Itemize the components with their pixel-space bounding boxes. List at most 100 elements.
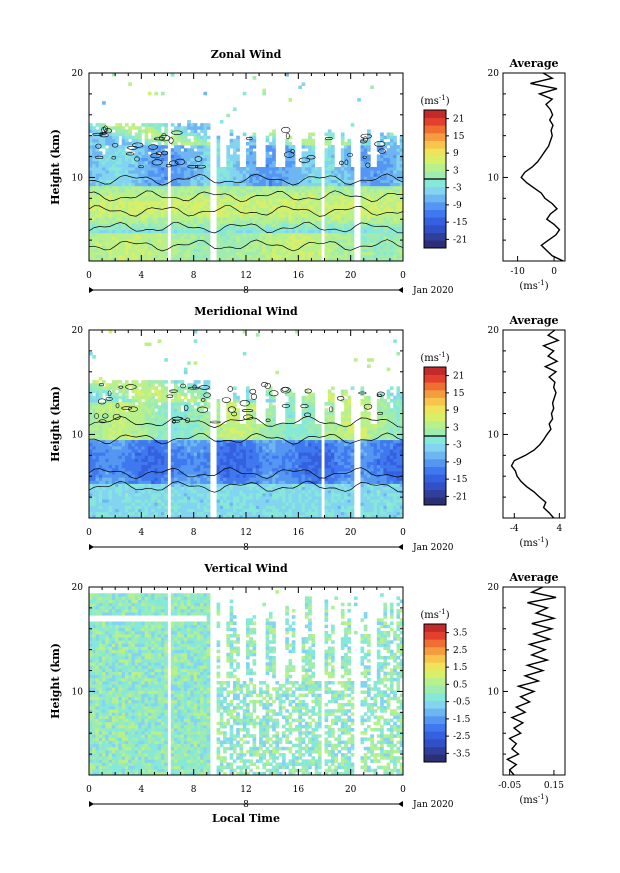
- heatmap-cell: [301, 176, 306, 180]
- x-tick-label: 16: [293, 271, 305, 281]
- heatmap-cell: [246, 179, 250, 184]
- heatmap-cell: [252, 182, 257, 187]
- heatmap-cell: [89, 167, 93, 171]
- heatmap-cell: [190, 198, 195, 202]
- heatmap-cell: [393, 188, 397, 193]
- heatmap-cell: [344, 248, 348, 252]
- heatmap-cell: [89, 439, 93, 444]
- heatmap-cell: [298, 245, 303, 249]
- contour-cell: [347, 152, 353, 157]
- heatmap-cell: [105, 414, 110, 419]
- heatmap-cell: [134, 436, 139, 441]
- heatmap-cell: [203, 179, 208, 184]
- heatmap-cell: [121, 514, 126, 519]
- heatmap-cell: [89, 204, 93, 209]
- heatmap-cell: [360, 145, 365, 149]
- heatmap-cell: [344, 185, 348, 190]
- heatmap-cell: [324, 141, 329, 146]
- heatmap-cell: [102, 210, 106, 215]
- heatmap-cell: [124, 414, 129, 419]
- heatmap-cell: [160, 151, 165, 155]
- heatmap-cell: [285, 254, 289, 259]
- heatmap-cell: [138, 452, 142, 456]
- heatmap-cell: [95, 380, 100, 384]
- heatmap-cell: [223, 217, 227, 221]
- heatmap-cell: [190, 442, 195, 447]
- heatmap-cell: [124, 458, 129, 462]
- heatmap-cell: [275, 229, 280, 234]
- heatmap-cell: [111, 414, 116, 419]
- heatmap-cell: [105, 192, 110, 196]
- heatmap-cell: [174, 383, 178, 387]
- heatmap-cell: [89, 430, 93, 434]
- heatmap-cell: [206, 179, 211, 184]
- heatmap-cell: [128, 157, 132, 162]
- heatmap-cell: [360, 157, 365, 162]
- heatmap-cell: [219, 217, 224, 221]
- heatmap-cell: [386, 229, 391, 234]
- heatmap-cell: [115, 148, 119, 152]
- colorbar-segment: [424, 232, 446, 241]
- heatmap-cell: [92, 455, 96, 459]
- heatmap-cell: [128, 483, 132, 488]
- heatmap-cell: [386, 245, 391, 249]
- heatmap-cell: [327, 148, 332, 152]
- heatmap-cell: [203, 198, 208, 202]
- heatmap-cell: [131, 226, 136, 231]
- heatmap-cell: [373, 173, 378, 177]
- heatmap-cell: [115, 445, 119, 450]
- heatmap-cell: [249, 195, 253, 199]
- heatmap-cell: [138, 499, 142, 503]
- heatmap-cell: [304, 192, 309, 196]
- heatmap-cell: [229, 257, 234, 262]
- heatmap-cell: [180, 182, 185, 187]
- heatmap-cell: [236, 170, 240, 174]
- heatmap-cell: [138, 223, 142, 227]
- heatmap-cell: [308, 257, 312, 262]
- heatmap-cell: [311, 220, 316, 224]
- heatmap-cell: [327, 173, 332, 177]
- heatmap-cell: [340, 195, 345, 199]
- heatmap-cell: [206, 214, 211, 218]
- heatmap-cell: [115, 455, 119, 459]
- heatmap-cell: [102, 427, 106, 431]
- heatmap-cell: [124, 380, 129, 384]
- heatmap-cell: [206, 251, 211, 256]
- heatmap-cell: [144, 424, 149, 428]
- heatmap-cell: [363, 235, 368, 240]
- heatmap-cell: [203, 204, 208, 209]
- heatmap-cell: [301, 214, 306, 218]
- heatmap-cell: [128, 445, 132, 450]
- heatmap-cell: [154, 207, 159, 212]
- heatmap-cell: [102, 430, 106, 434]
- heatmap-cell: [399, 185, 404, 190]
- heatmap-cell: [285, 235, 289, 240]
- heatmap-cell: [380, 232, 384, 237]
- heatmap-cell: [285, 248, 289, 252]
- heatmap-cell: [124, 145, 129, 149]
- heatmap-cell: [190, 141, 195, 146]
- heatmap-cell: [340, 217, 345, 221]
- heatmap-cell: [111, 217, 116, 221]
- heatmap-cell: [141, 254, 146, 259]
- heatmap-cell: [131, 452, 136, 456]
- heatmap-cell: [324, 188, 329, 193]
- heatmap-cell: [95, 182, 100, 187]
- heatmap-cell: [147, 198, 152, 202]
- heatmap-cell: [301, 157, 306, 162]
- heatmap-cell: [278, 217, 283, 221]
- heatmap-cell: [98, 254, 103, 259]
- heatmap-cell: [200, 201, 204, 205]
- heatmap-cell: [252, 170, 257, 174]
- heatmap-cell: [255, 167, 260, 171]
- heatmap-cell: [134, 420, 139, 425]
- heatmap-cell: [141, 449, 146, 453]
- heatmap-cell: [259, 204, 263, 209]
- heatmap-cell: [183, 511, 188, 516]
- heatmap-cell: [327, 214, 332, 218]
- heatmap-cell: [298, 229, 303, 234]
- heatmap-cell: [147, 148, 152, 152]
- heatmap-cell: [193, 170, 198, 174]
- heatmap-cell: [226, 173, 231, 177]
- heatmap-cell: [203, 226, 208, 231]
